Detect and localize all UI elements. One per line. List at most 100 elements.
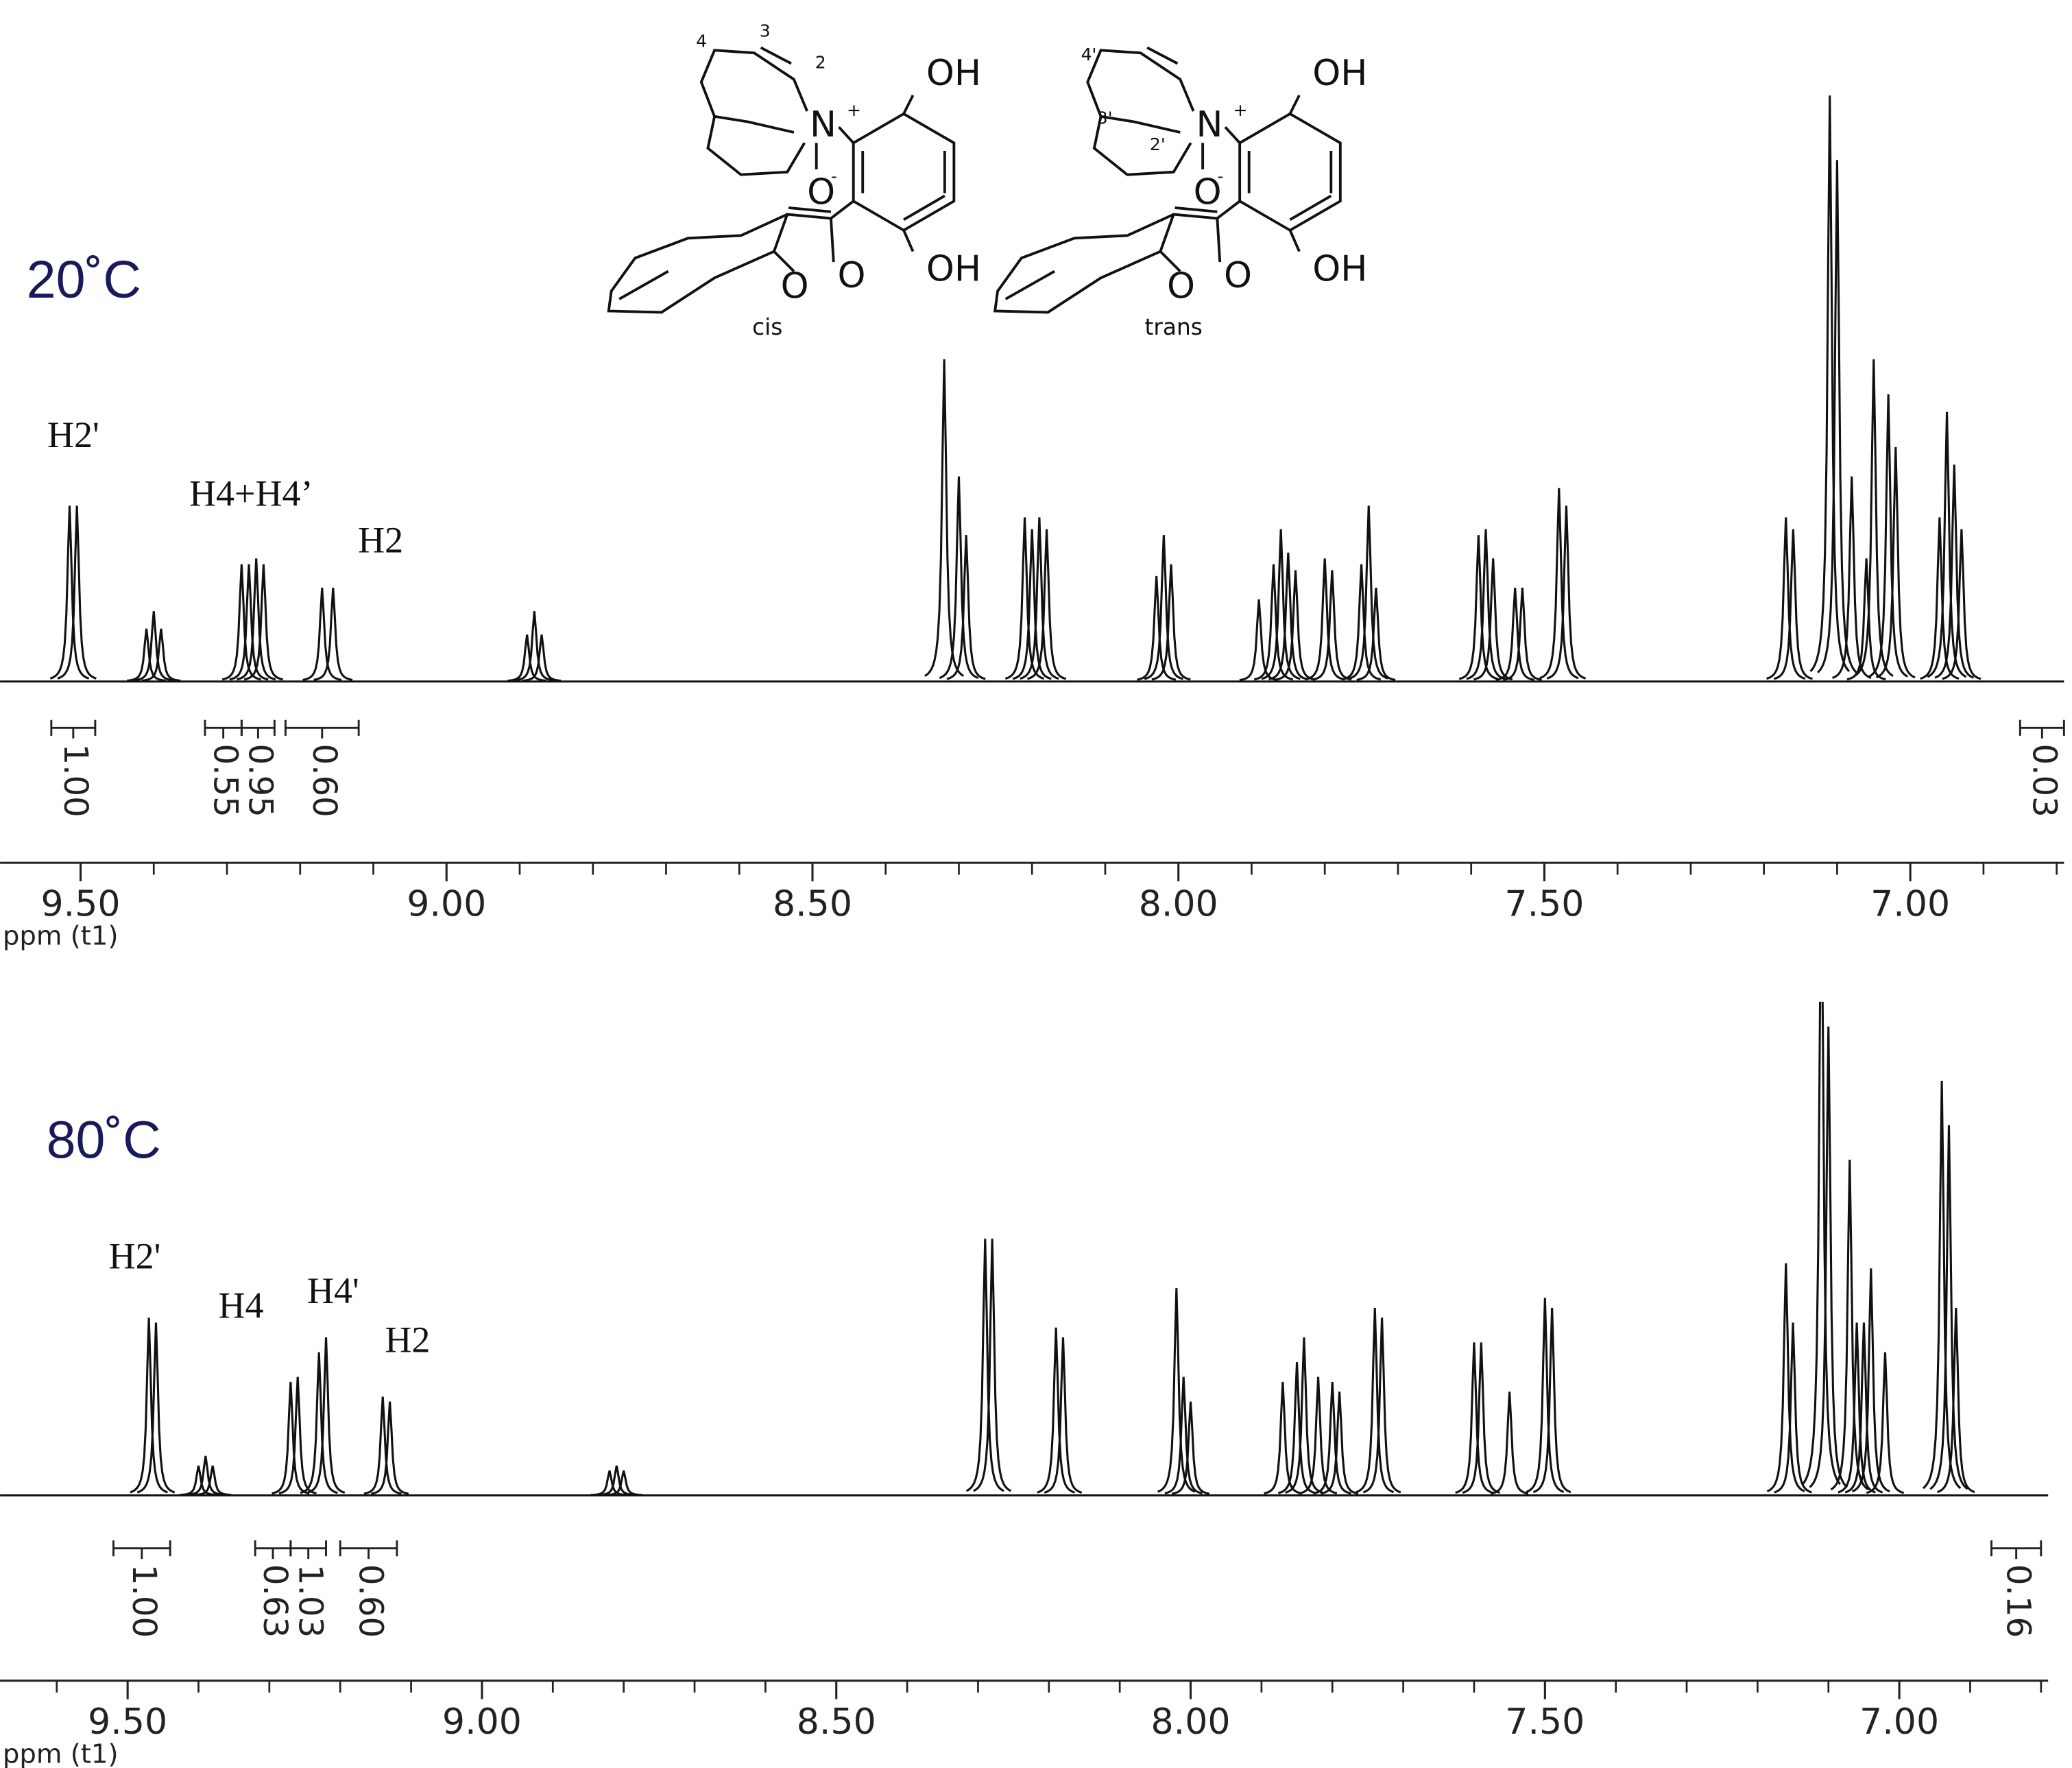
peak [1838,1322,1876,1494]
peak [1868,394,1909,678]
peak [1466,529,1506,680]
peak [590,1470,629,1496]
peak [514,611,554,682]
ring-bond [993,213,1174,314]
peak [193,1466,232,1496]
ring-bond [852,112,956,232]
peak [49,505,90,680]
bond [902,229,915,252]
peak [1455,1342,1493,1494]
peak [1927,411,1967,678]
peak [1144,535,1183,680]
isomer-label: cis [752,314,782,340]
ring-bond [1238,112,1342,232]
peak [1164,1376,1203,1495]
bond [838,126,855,144]
peak [180,1466,217,1496]
peak [1929,1125,1968,1490]
peak [1809,95,1851,673]
peak [597,1466,636,1496]
isomer-label: trans [1145,314,1203,340]
atom-label: - [1217,167,1223,187]
peak [1774,1322,1812,1494]
integral-label: 1.00 [125,1564,163,1638]
atom-label: + [847,100,861,120]
x-tick-label: 8.00 [1151,1701,1231,1743]
peak [1801,1001,1841,1485]
peak [1285,1337,1323,1494]
atom-label: OH [926,249,981,290]
x-tick-label: 7.50 [1505,1701,1585,1743]
peak [1458,535,1498,680]
peak [1137,575,1177,681]
atom-label: 4' [1081,45,1097,64]
bond [1174,206,1218,213]
peak [1157,1288,1196,1493]
x-tick-label: 8.50 [773,883,852,924]
integral-bracket [284,719,360,739]
peak [57,505,97,680]
peak [1012,529,1052,680]
peak [1362,1317,1401,1494]
atom-label: O [807,172,835,213]
peak [300,1352,338,1494]
integral-bracket [339,1540,398,1560]
ring-bond [903,194,945,221]
atom-label: O [781,266,809,307]
peak [363,1396,402,1495]
x-tick-label: 7.50 [1504,883,1584,924]
integral-bracket [50,719,97,739]
peak [1020,517,1059,680]
peak [1539,488,1579,680]
atom-label: N [1196,104,1222,145]
peak [1356,587,1396,681]
atom-label: 4 [696,32,707,51]
peak [1151,564,1191,681]
x-tick-label: 7.00 [1870,883,1950,924]
integral-label: 0.55 [206,743,245,817]
atom-label: O [1167,266,1195,307]
peak [1936,1307,1975,1494]
atom-label: + [1233,100,1248,120]
temperature-label: 80˚C [47,1110,161,1169]
integral-label: 0.95 [241,743,279,817]
peak [1342,564,1382,681]
atom-label: O [1194,172,1222,213]
x-tick-label: 9.50 [41,883,121,924]
x-tick-label: 8.00 [1139,883,1218,924]
peak [1320,1391,1359,1495]
ring-bond [706,116,806,176]
peak [1268,552,1308,681]
bond [829,218,835,263]
peak [1299,1376,1338,1495]
peak [1934,464,1975,679]
integral-label: 0.63 [256,1564,294,1638]
peak [1312,570,1352,681]
peak [939,476,979,680]
peak [306,1337,346,1494]
peak [1766,517,1806,680]
peak [237,558,276,681]
peak [1171,1401,1210,1495]
x-tick-label: 9.00 [407,883,486,924]
peak-annotation: H2 [358,520,403,561]
integral-bracket [204,719,243,739]
peak [1044,1337,1083,1494]
bond [902,95,915,115]
atom-label: 2' [1150,134,1166,154]
ring-bond [760,46,792,65]
peak-annotation: H4+H4’ [189,473,313,514]
atom-label: OH [1312,53,1367,94]
peak [136,1322,176,1494]
ring-bond [618,270,669,300]
peak [1922,1080,1962,1490]
peak [973,1239,1012,1492]
peak [1851,1268,1890,1493]
integral-label: 0.03 [2025,743,2063,817]
ring-bond [699,49,808,134]
spectrum [130,1001,1975,1496]
integral-label: 0.60 [352,1564,390,1638]
peak [1026,529,1067,680]
